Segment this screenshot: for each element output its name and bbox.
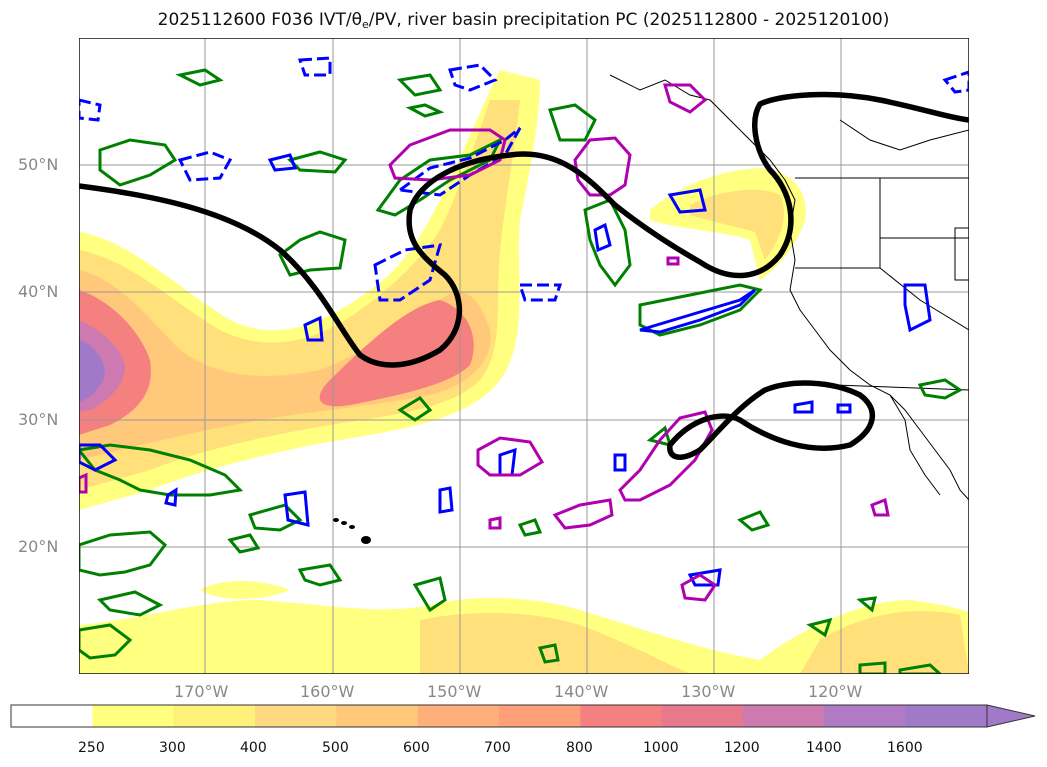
colorbar-tick-label: 1200 [724, 740, 760, 756]
colorbar-tick-label: 1000 [643, 740, 679, 756]
colorbar-cell [255, 705, 337, 727]
colorbar-cell [824, 705, 907, 727]
lon-label-160w: 160°W [300, 682, 355, 701]
colorbar [10, 704, 1036, 728]
colorbar-cell [905, 705, 988, 727]
lat-label-30n: 30°N [18, 410, 59, 429]
green-contours [79, 68, 963, 674]
colorbar-cell [499, 705, 581, 727]
colorbar-cell [580, 705, 663, 727]
lat-label-20n: 20°N [18, 537, 59, 556]
colorbar-cell [661, 705, 744, 727]
colorbar-tick-label: 1600 [887, 740, 923, 756]
graticule [79, 38, 969, 674]
colorbar-cell [417, 705, 500, 727]
colorbar-tick-label: 800 [566, 740, 593, 756]
lat-label-50n: 50°N [18, 155, 59, 174]
colorbar-tick-label: 400 [240, 740, 267, 756]
colorbar-cell [743, 705, 825, 727]
ivt-shading [79, 70, 969, 674]
colorbar-tick-label: 500 [322, 740, 349, 756]
colorbar-tick-label: 1400 [806, 740, 842, 756]
dynamic-tropopause-line [79, 91, 969, 460]
lon-label-120w: 120°W [808, 682, 863, 701]
lon-label-130w: 130°W [681, 682, 736, 701]
hawaii-islands [333, 518, 371, 544]
magenta-contours [79, 83, 890, 602]
colorbar-tick-label: 250 [78, 740, 105, 756]
colorbar-cell [336, 705, 419, 727]
map-panel [79, 38, 969, 674]
blue-contours [79, 56, 969, 587]
colorbar-tick-label: 600 [403, 740, 430, 756]
lat-label-40n: 40°N [18, 282, 59, 301]
colorbar-tick-label: 300 [159, 740, 186, 756]
lon-label-150w: 150°W [427, 682, 482, 701]
lon-label-140w: 140°W [554, 682, 609, 701]
colorbar-cell [11, 705, 93, 727]
colorbar-cell [92, 705, 175, 727]
lon-label-170w: 170°W [174, 682, 229, 701]
colorbar-tick-label: 700 [484, 740, 511, 756]
colorbar-cell [173, 705, 256, 727]
coastlines [609, 74, 969, 501]
map-title: 2025112600 F036 IVT/θe/PV, river basin p… [157, 10, 890, 31]
